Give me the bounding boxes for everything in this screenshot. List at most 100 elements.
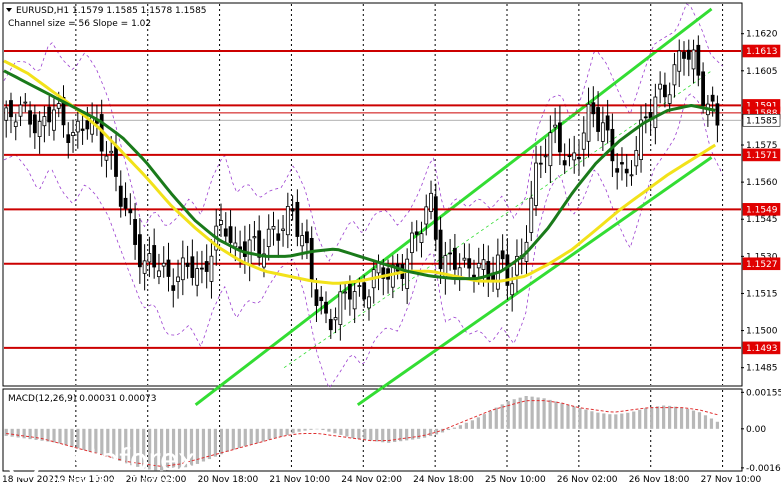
- candle-body: [367, 296, 371, 309]
- macd-histogram-bar: [70, 428, 74, 447]
- candle-body: [295, 201, 300, 237]
- macd-histogram-bar: [560, 403, 564, 429]
- candle-body: [204, 261, 209, 272]
- candle-body: [405, 258, 410, 289]
- macd-histogram-bar: [691, 410, 696, 429]
- candle-body: [429, 192, 433, 212]
- candle-body: [562, 160, 567, 166]
- candle-body: [629, 174, 634, 177]
- candle-body: [85, 120, 90, 130]
- macd-histogram-bar: [685, 408, 690, 429]
- macd-histogram-bar: [566, 404, 570, 429]
- macd-histogram-bar: [34, 428, 38, 440]
- price-level-box: [742, 203, 781, 216]
- candle-body: [166, 259, 171, 277]
- channel-info: Channel size = 56 Slope = 1.02: [8, 19, 151, 29]
- candle-body: [75, 120, 80, 133]
- candle-body: [180, 257, 185, 281]
- candle-body: [596, 107, 600, 132]
- candle-body: [529, 197, 534, 233]
- macd-panel: [4, 396, 720, 472]
- macd-histogram-bar: [58, 428, 62, 444]
- candle-body: [639, 119, 643, 160]
- macd-histogram-bar: [500, 404, 504, 429]
- macd-histogram-bar: [4, 428, 8, 436]
- candle-body: [328, 318, 333, 331]
- macd-histogram-bar: [94, 428, 98, 454]
- candle-body: [481, 259, 486, 270]
- x-tick-label: 24 Nov 18:00: [413, 475, 474, 485]
- macd-histogram-bar: [530, 396, 534, 429]
- macd-histogram-bar: [351, 428, 355, 439]
- candle-body: [414, 231, 419, 235]
- candle-body: [324, 301, 328, 314]
- candle-body: [424, 206, 429, 225]
- candle-body: [18, 104, 23, 117]
- macd-histogram-bar: [291, 428, 295, 434]
- macd-histogram-bar: [315, 428, 319, 430]
- macd-histogram-bar: [76, 428, 80, 449]
- candle-body: [185, 262, 190, 267]
- y-tick-label: 1.1560: [746, 178, 778, 188]
- macd-histogram-bar: [506, 401, 510, 429]
- macd-histogram-bar: [393, 428, 397, 443]
- macd-histogram-bar: [40, 428, 44, 441]
- candle-body: [300, 235, 305, 247]
- macd-histogram-bar: [422, 428, 427, 438]
- candle-body: [157, 270, 161, 278]
- candle-body: [314, 289, 319, 306]
- candle-body: [13, 121, 18, 127]
- macd-histogram-bar: [518, 397, 522, 429]
- candle-body: [672, 64, 677, 86]
- macd-histogram-bar: [524, 396, 528, 429]
- candle-body: [352, 291, 357, 310]
- candle-body: [577, 156, 581, 160]
- macd-histogram-bar: [548, 399, 552, 429]
- candle-body: [228, 226, 233, 243]
- candle-body: [23, 101, 28, 104]
- bollinger-bands: [3, 3, 723, 389]
- candle-body: [37, 121, 42, 137]
- macd-histogram-bar: [142, 428, 146, 469]
- candle-body: [701, 71, 705, 106]
- candle-body: [605, 115, 610, 131]
- candle-body: [9, 100, 13, 118]
- candle-body: [281, 228, 285, 231]
- macd-histogram-bar: [369, 428, 373, 441]
- y-tick-label: 1.1545: [746, 215, 778, 225]
- macd-histogram-bar: [243, 428, 247, 447]
- candle-body: [32, 114, 37, 134]
- macd-histogram-bar: [494, 407, 498, 429]
- candle-body: [538, 162, 543, 165]
- candle-body: [643, 116, 648, 119]
- macd-histogram-bar: [638, 409, 642, 429]
- macd-histogram-bar: [201, 428, 206, 462]
- candle-body: [553, 124, 558, 128]
- candle-body: [290, 208, 295, 212]
- macd-histogram-bar: [309, 428, 313, 430]
- x-tick-label: 24 Nov 02:00: [341, 475, 402, 485]
- candle-body: [548, 132, 553, 167]
- macd-histogram-bar: [626, 412, 630, 429]
- macd-histogram-bar: [428, 428, 433, 437]
- price-level-box: [742, 257, 781, 271]
- macd-histogram-bar: [10, 428, 14, 437]
- price-level-box: [742, 44, 781, 58]
- candle-body: [347, 283, 352, 300]
- candle-body: [534, 162, 538, 206]
- macd-histogram-bar: [22, 428, 26, 439]
- candle-body: [176, 276, 180, 282]
- candle-body: [223, 228, 228, 237]
- macd-histogram-bar: [261, 428, 265, 442]
- candle-body: [362, 282, 367, 300]
- x-tick-label: 21 Nov 10:00: [269, 475, 330, 485]
- ma-slow-yellow: [3, 59, 717, 285]
- candle-body: [4, 107, 9, 121]
- macd-histogram-bar: [136, 428, 140, 467]
- candle-body: [381, 267, 386, 279]
- candle-body: [686, 49, 691, 60]
- candle-body: [624, 168, 629, 174]
- candle-body: [190, 256, 195, 278]
- macd-histogram-bar: [488, 410, 492, 429]
- collapse-triangle-icon[interactable]: [6, 8, 12, 12]
